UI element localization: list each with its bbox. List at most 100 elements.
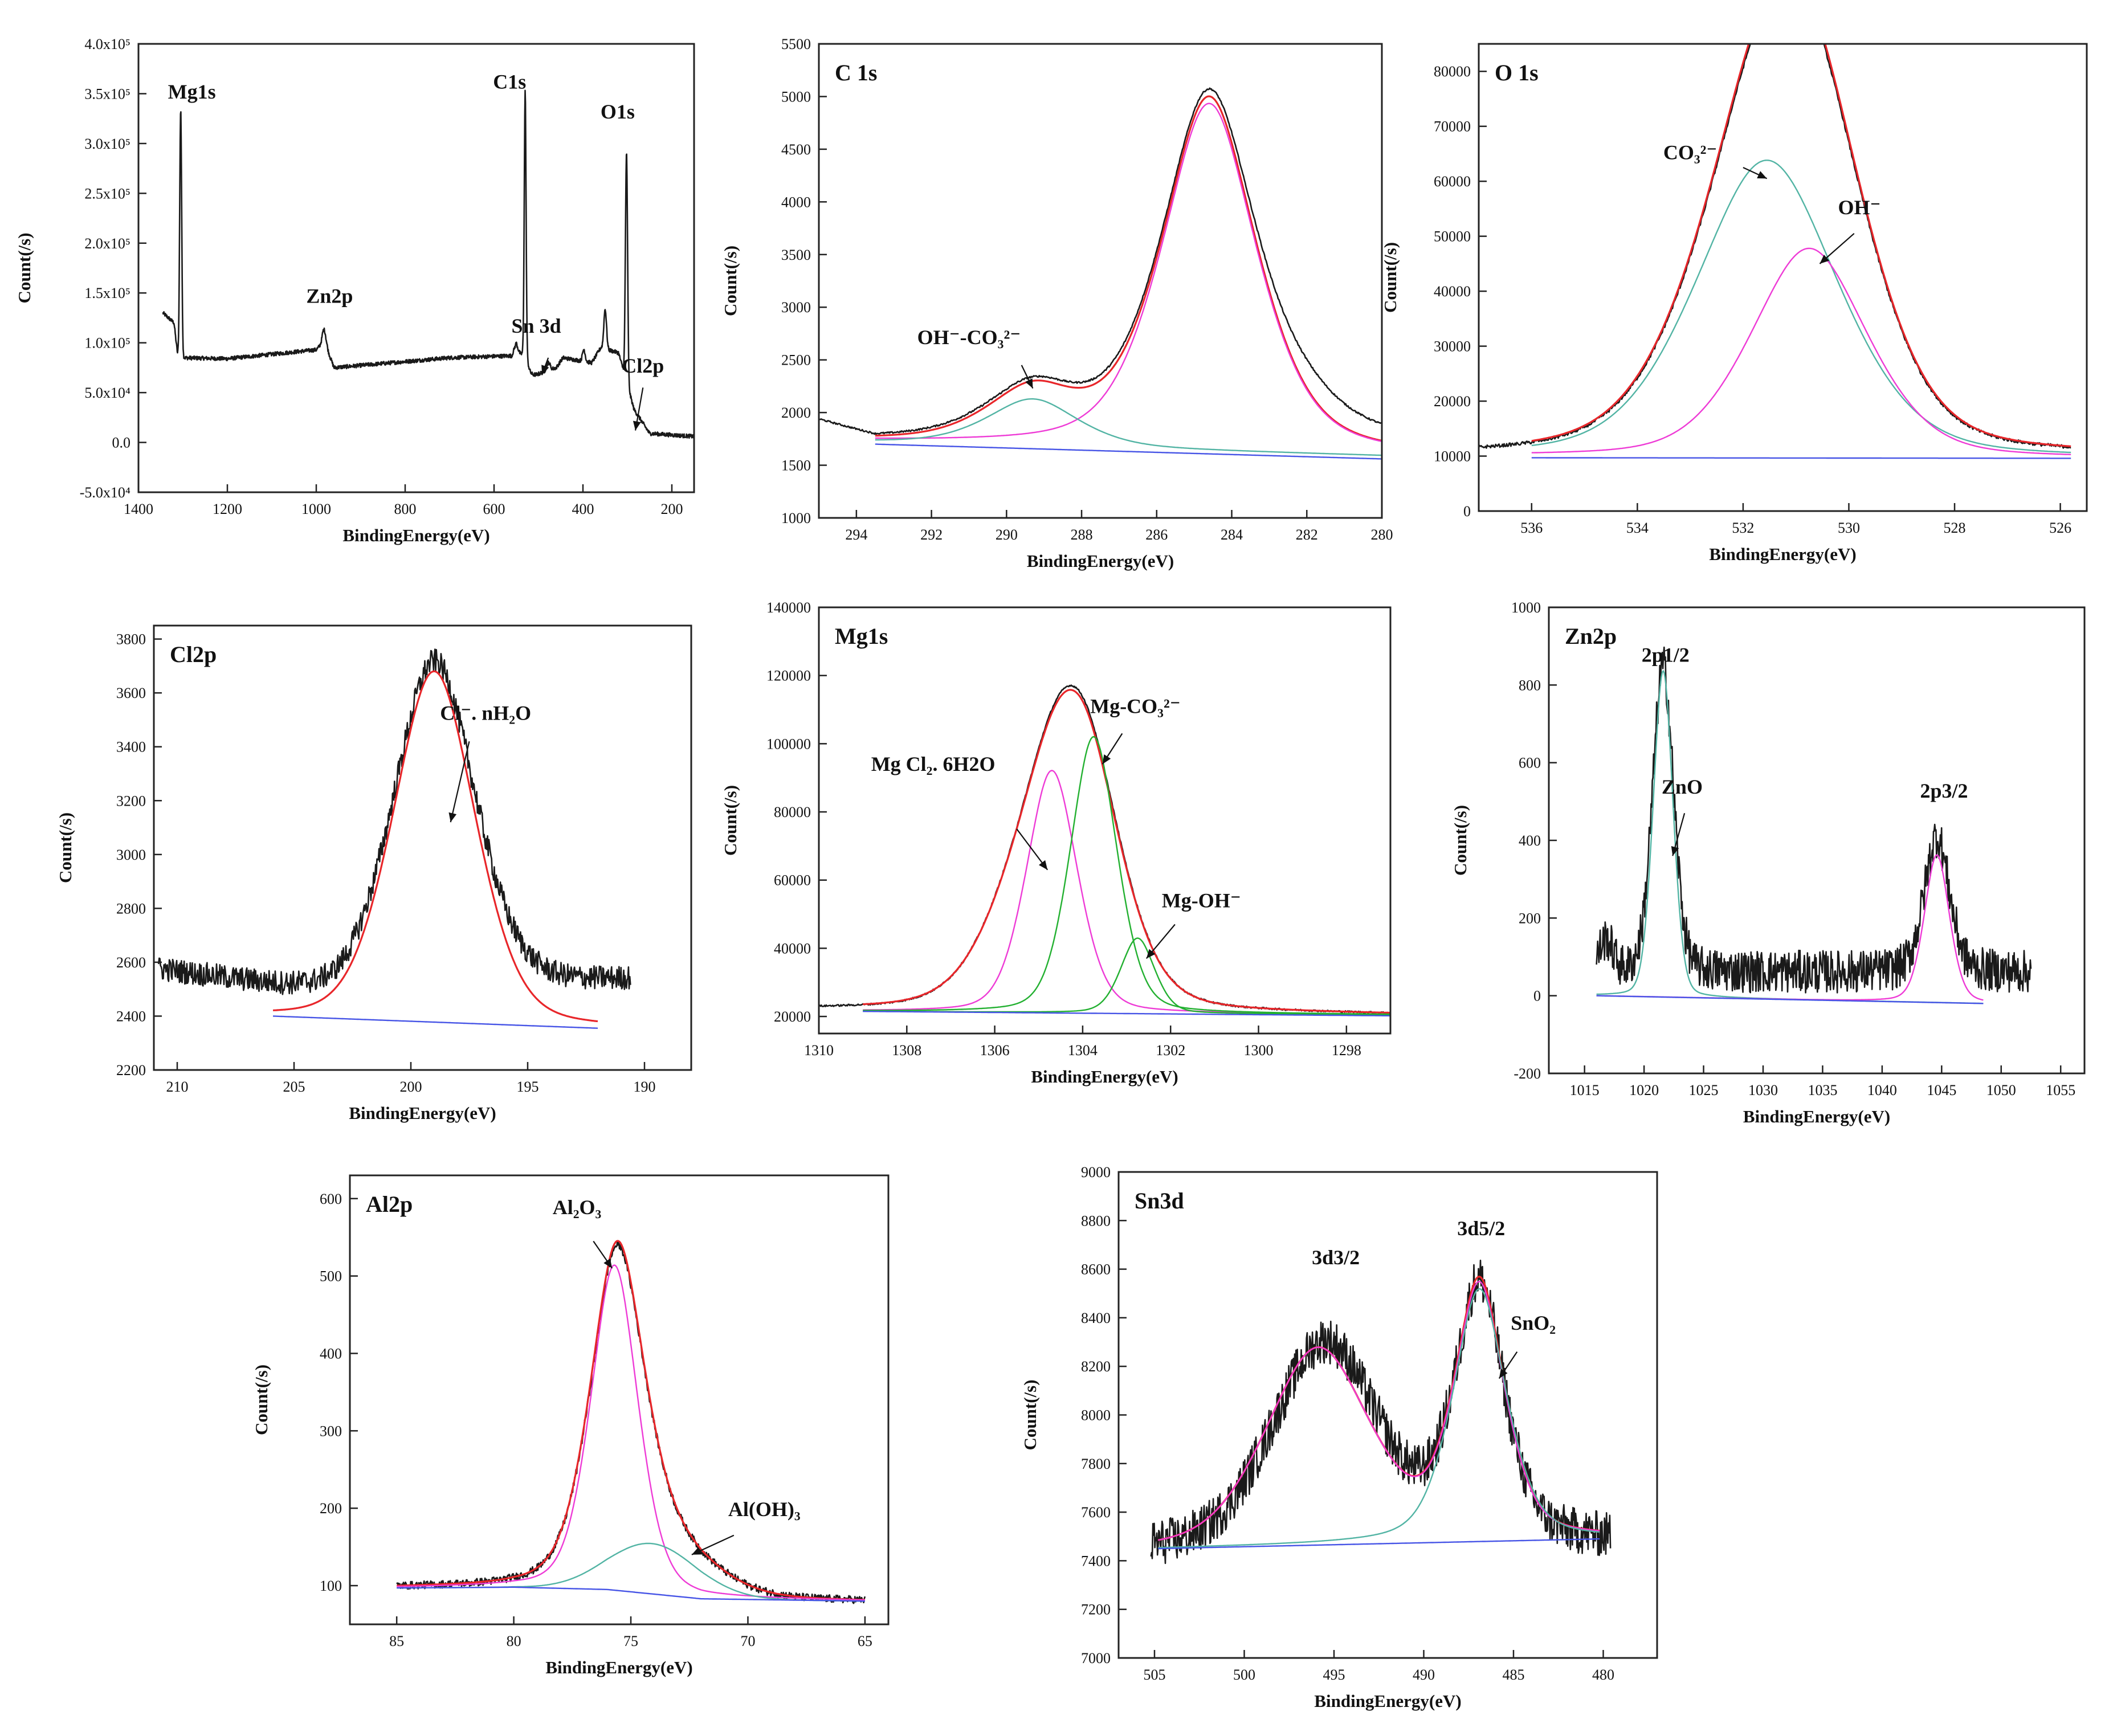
y-tick-label: 3500 (781, 247, 811, 263)
series-baseline-line (875, 443, 1382, 460)
y-tick-label: 3800 (116, 631, 146, 648)
peak-annotation: O1s (601, 100, 635, 123)
annotation-arrow (450, 741, 470, 823)
panel-label: Cl2p (170, 642, 217, 667)
y-tick-label: 800 (1519, 677, 1541, 693)
y-axis-label: Count(/s) (55, 812, 75, 883)
x-tick-label: 495 (1323, 1666, 1345, 1683)
panel-label: Al2p (366, 1191, 413, 1217)
y-tick-label: 7000 (1081, 1650, 1111, 1666)
y-tick-label: 60000 (774, 872, 811, 889)
series-fit-line (397, 1240, 865, 1601)
x-tick-label: 1306 (980, 1042, 1010, 1059)
x-axis-label: BindingEnergy(eV) (1314, 1691, 1461, 1711)
x-tick-label: 485 (1503, 1666, 1525, 1683)
y-tick-label: 2600 (116, 954, 146, 971)
x-tick-label: 290 (996, 526, 1018, 543)
x-tick-label: 284 (1221, 526, 1243, 543)
y-tick-label: 3200 (116, 793, 146, 809)
y-tick-label: 2200 (116, 1062, 146, 1079)
series-fit-line (272, 670, 598, 1023)
x-tick-label: 85 (389, 1633, 404, 1649)
x-axis-label: BindingEnergy(eV) (545, 1657, 692, 1677)
x-tick-label: 200 (400, 1079, 422, 1095)
x-tick-label: 505 (1144, 1666, 1166, 1683)
peak-annotation: 2p1/2 (1642, 643, 1690, 666)
panel-Sn3d: 505 500 495 490 485 480 7000 7200 7400 7600 7800 80… (1020, 1164, 1658, 1711)
series-raw-line (819, 87, 1382, 435)
y-tick-label: 100000 (766, 736, 811, 752)
series-fit-line (863, 689, 1390, 1014)
x-tick-label: 1030 (1748, 1082, 1778, 1098)
x-tick-label: 530 (1838, 520, 1860, 536)
series-group (819, 684, 1390, 1017)
x-tick-label: 294 (845, 526, 867, 543)
panel-label: O 1s (1495, 60, 1539, 85)
plot-frame (818, 606, 1392, 1035)
y-tick-label: 100 (320, 1578, 342, 1594)
x-tick-label: 70 (740, 1633, 755, 1649)
x-tick-label: 288 (1071, 526, 1093, 543)
peak-annotation: Mg-CO₃²⁻ (1090, 695, 1181, 718)
y-tick-label: 1500 (781, 458, 811, 474)
plot-frame (1548, 606, 2086, 1075)
peak-annotation: 3d5/2 (1457, 1217, 1505, 1240)
panel-C1s: 294 292 290 288 286 284 282 280 1000 1500 2000 2500… (720, 36, 1393, 571)
peak-annotation: Cl2p (622, 354, 664, 377)
y-tick-label: 1000 (781, 510, 811, 526)
x-tick-label: 1304 (1068, 1042, 1098, 1059)
x-tick-label: 500 (1233, 1666, 1255, 1683)
y-tick-label: 8200 (1081, 1358, 1111, 1375)
x-tick-label: 400 (572, 501, 594, 517)
x-tick-label: 1308 (892, 1042, 921, 1059)
y-tick-label: 3600 (116, 685, 146, 701)
peak-annotation: OH⁻-CO₃²⁻ (917, 326, 1021, 349)
y-tick-label: 2500 (781, 352, 811, 369)
y-axis-label: Count(/s) (251, 1365, 271, 1435)
y-tick-label: -200 (1514, 1065, 1541, 1082)
x-tick-label: 1035 (1808, 1082, 1837, 1098)
x-tick-label: 1015 (1570, 1082, 1600, 1098)
annotation-arrowhead (1820, 255, 1830, 264)
peak-annotation: 3d3/2 (1312, 1246, 1360, 1269)
y-tick-label: 7400 (1081, 1553, 1111, 1569)
series-component-line (1158, 1281, 1600, 1541)
y-tick-label: 8600 (1081, 1261, 1111, 1278)
panel-Zn2p: 1015 1020 1025 1030 1035 1040 1045 1050 1055 -200… (1450, 599, 2086, 1126)
panel-O1s: 536 534 532 530 528 526 0 10000 20000 30000 40000 5… (1380, 43, 2088, 564)
y-tick-label: -5.0x10⁴ (80, 484, 130, 501)
series-component-line (863, 937, 1390, 1016)
x-tick-label: 1055 (2046, 1082, 2075, 1098)
y-tick-label: 0.0 (112, 435, 131, 451)
annotation-arrowhead (1499, 1369, 1508, 1379)
annotation-arrowhead (1146, 949, 1156, 959)
y-axis-label: Count(/s) (14, 232, 34, 303)
y-axis-label: Count(/s) (1020, 1379, 1040, 1450)
series-raw-line (157, 648, 631, 995)
annotation-arrowhead (1038, 860, 1048, 870)
y-tick-label: 80000 (774, 804, 811, 820)
series-raw-line (819, 684, 1390, 1014)
series-fit-line (1531, 44, 2071, 447)
y-tick-label: 7600 (1081, 1504, 1111, 1521)
y-tick-label: 120000 (766, 668, 811, 684)
y-tick-label: 8400 (1081, 1310, 1111, 1326)
panel-Al2p: 85 80 75 70 65 100 200 300 400 500 600 BindingEnerg… (251, 1174, 890, 1677)
plot-frame (1117, 1171, 1658, 1659)
x-tick-label: 1400 (124, 501, 153, 517)
peak-annotation: Mg1s (168, 80, 216, 103)
x-tick-label: 205 (283, 1079, 305, 1095)
x-axis-label: BindingEnergy(eV) (1027, 551, 1174, 571)
y-tick-label: 4500 (781, 141, 811, 158)
y-tick-label: 2.5x10⁵ (84, 185, 130, 202)
plot-frame (818, 43, 1383, 519)
y-tick-label: 1.5x10⁵ (84, 285, 130, 301)
annotation-arrowhead (541, 365, 549, 375)
annotation-arrowhead (633, 420, 641, 431)
y-tick-label: 3.5x10⁵ (84, 85, 130, 102)
y-tick-label: 7800 (1081, 1456, 1111, 1472)
y-tick-label: 200 (1519, 910, 1541, 926)
annotation-arrowhead (1757, 171, 1767, 179)
series-group (1479, 44, 2071, 459)
